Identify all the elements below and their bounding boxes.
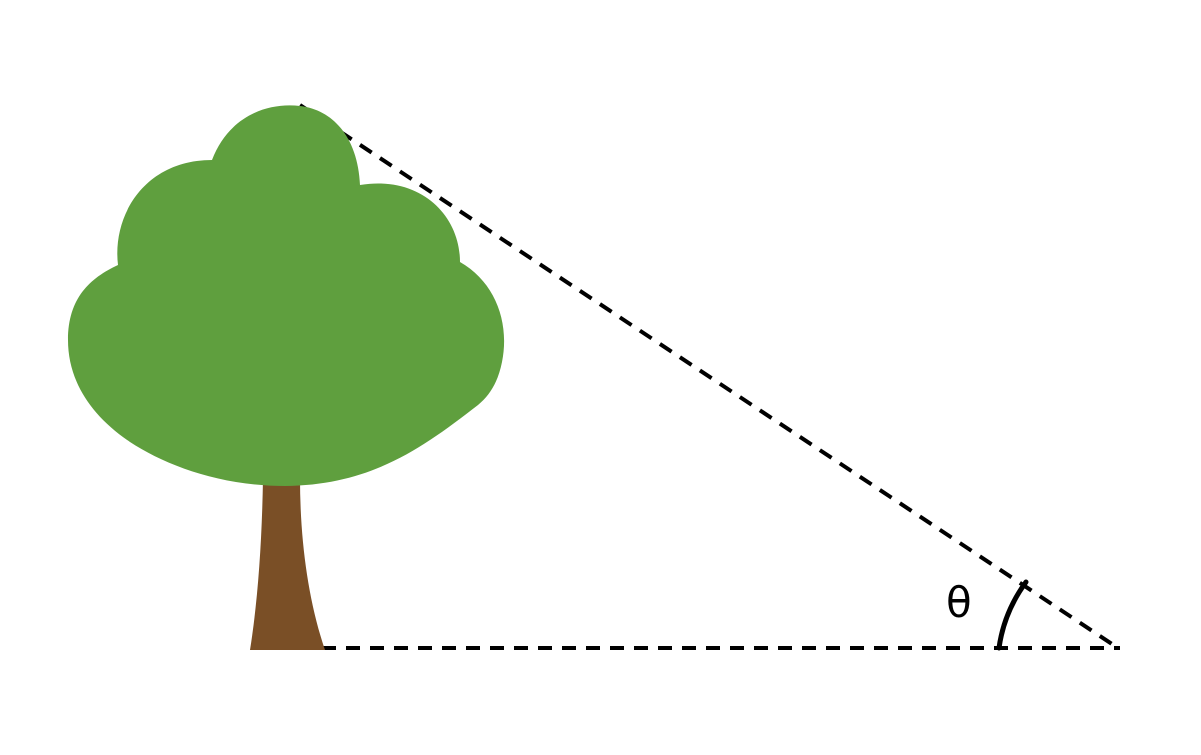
tree-foliage	[68, 105, 505, 486]
tree-trunk	[250, 478, 325, 650]
angle-label: θ	[946, 578, 972, 627]
tree-icon	[68, 105, 505, 650]
angle-arc	[996, 579, 1029, 651]
sight-line	[298, 103, 1120, 650]
